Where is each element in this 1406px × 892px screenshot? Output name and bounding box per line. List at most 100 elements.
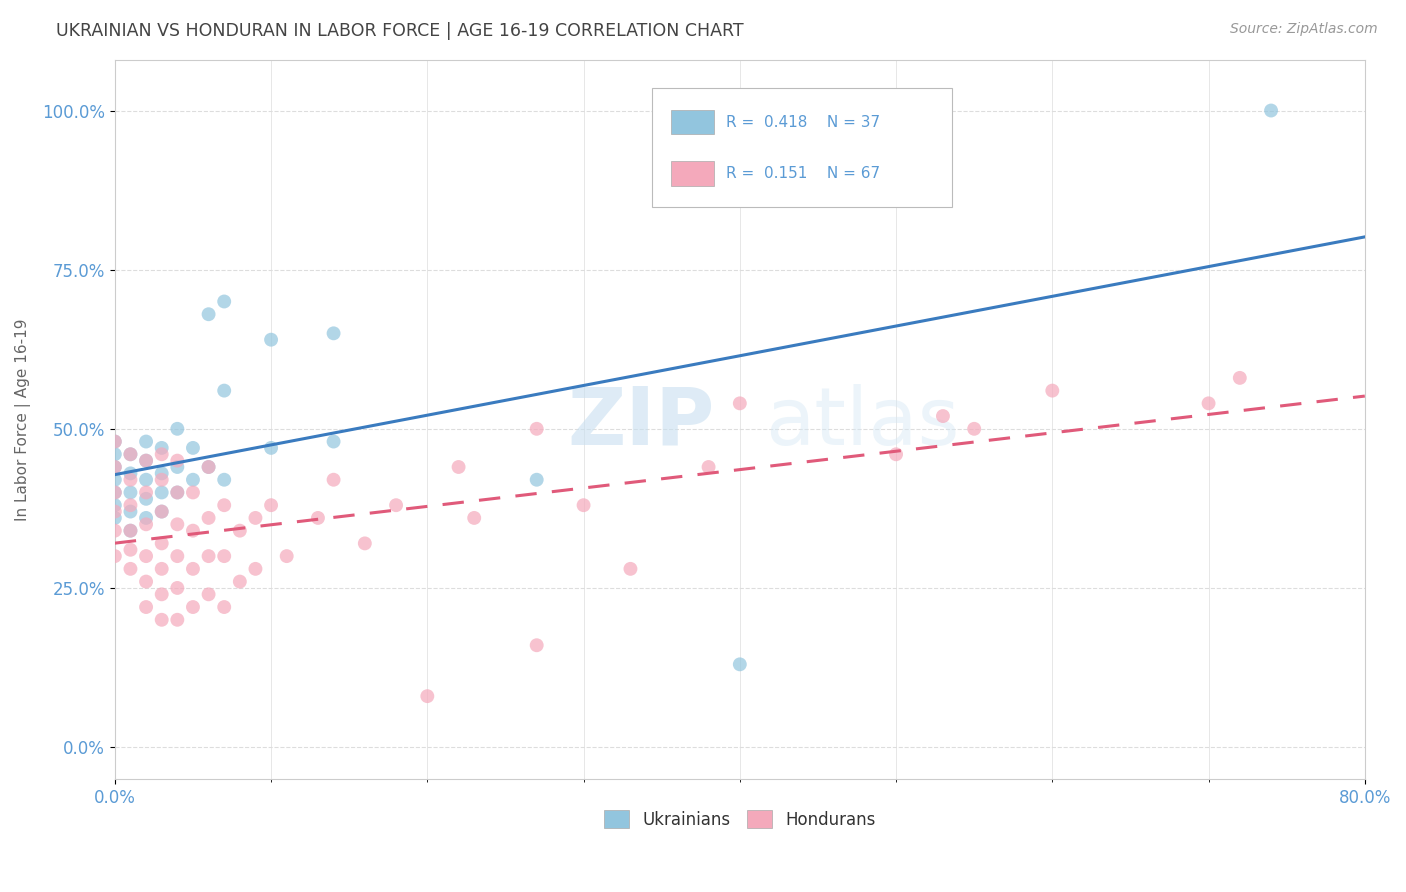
- Point: [135, 549, 157, 563]
- Y-axis label: In Labor Force | Age 16-19: In Labor Force | Age 16-19: [15, 318, 31, 521]
- Point: [212, 384, 235, 398]
- Point: [416, 689, 439, 703]
- Point: [322, 434, 344, 449]
- Point: [166, 460, 188, 475]
- Point: [181, 441, 204, 455]
- Point: [526, 422, 548, 436]
- Point: [120, 473, 142, 487]
- Point: [385, 498, 408, 512]
- Point: [135, 600, 157, 615]
- Point: [104, 511, 127, 525]
- Point: [104, 485, 127, 500]
- Point: [1040, 384, 1063, 398]
- Point: [104, 473, 127, 487]
- Point: [166, 549, 188, 563]
- Point: [150, 504, 173, 518]
- Point: [963, 422, 986, 436]
- Point: [212, 473, 235, 487]
- Point: [120, 542, 142, 557]
- Point: [212, 498, 235, 512]
- Point: [150, 473, 173, 487]
- Point: [166, 517, 188, 532]
- Point: [697, 460, 720, 475]
- Point: [120, 524, 142, 538]
- Point: [150, 441, 173, 455]
- Point: [166, 613, 188, 627]
- Point: [120, 485, 142, 500]
- Point: [120, 467, 142, 481]
- Point: [166, 485, 188, 500]
- Point: [526, 638, 548, 652]
- Point: [322, 473, 344, 487]
- Point: [260, 498, 283, 512]
- Point: [353, 536, 375, 550]
- Point: [276, 549, 298, 563]
- Point: [104, 549, 127, 563]
- Point: [212, 294, 235, 309]
- Point: [150, 536, 173, 550]
- FancyBboxPatch shape: [652, 88, 952, 207]
- Point: [135, 453, 157, 467]
- Point: [120, 562, 142, 576]
- Point: [572, 498, 595, 512]
- Point: [135, 574, 157, 589]
- Point: [104, 460, 127, 475]
- Point: [135, 485, 157, 500]
- Point: [245, 562, 267, 576]
- Point: [104, 447, 127, 461]
- Point: [728, 396, 751, 410]
- Point: [728, 657, 751, 672]
- Point: [135, 434, 157, 449]
- Point: [104, 434, 127, 449]
- Point: [120, 524, 142, 538]
- Point: [150, 467, 173, 481]
- Point: [212, 600, 235, 615]
- FancyBboxPatch shape: [671, 161, 714, 186]
- Point: [181, 600, 204, 615]
- Point: [197, 549, 219, 563]
- Legend: Ukrainians, Hondurans: Ukrainians, Hondurans: [598, 804, 883, 835]
- Point: [229, 524, 252, 538]
- Point: [181, 485, 204, 500]
- FancyBboxPatch shape: [671, 110, 714, 135]
- Point: [307, 511, 329, 525]
- Point: [181, 473, 204, 487]
- Point: [150, 613, 173, 627]
- Point: [150, 562, 173, 576]
- Point: [526, 473, 548, 487]
- Text: R =  0.151    N = 67: R = 0.151 N = 67: [725, 166, 880, 181]
- Point: [197, 460, 219, 475]
- Point: [135, 473, 157, 487]
- Point: [181, 562, 204, 576]
- Point: [120, 504, 142, 518]
- Point: [104, 434, 127, 449]
- Point: [104, 460, 127, 475]
- Point: [245, 511, 267, 525]
- Point: [197, 511, 219, 525]
- Point: [166, 453, 188, 467]
- Point: [197, 587, 219, 601]
- Point: [884, 447, 907, 461]
- Point: [104, 485, 127, 500]
- Point: [932, 409, 955, 423]
- Point: [166, 422, 188, 436]
- Point: [150, 485, 173, 500]
- Point: [104, 498, 127, 512]
- Point: [150, 587, 173, 601]
- Point: [120, 498, 142, 512]
- Point: [260, 333, 283, 347]
- Text: UKRAINIAN VS HONDURAN IN LABOR FORCE | AGE 16-19 CORRELATION CHART: UKRAINIAN VS HONDURAN IN LABOR FORCE | A…: [56, 22, 744, 40]
- Point: [260, 441, 283, 455]
- Point: [463, 511, 485, 525]
- Point: [447, 460, 470, 475]
- Point: [197, 307, 219, 321]
- Text: R =  0.418    N = 37: R = 0.418 N = 37: [725, 114, 880, 129]
- Text: atlas: atlas: [765, 384, 959, 462]
- Point: [619, 562, 641, 576]
- Point: [229, 574, 252, 589]
- Point: [135, 517, 157, 532]
- Point: [135, 491, 157, 506]
- Point: [104, 504, 127, 518]
- Point: [150, 504, 173, 518]
- Point: [104, 524, 127, 538]
